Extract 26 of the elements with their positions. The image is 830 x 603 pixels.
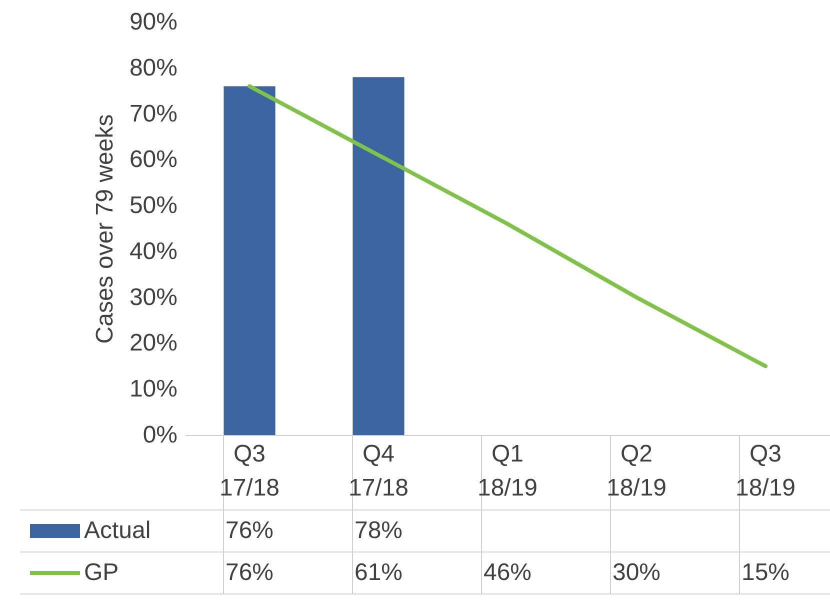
y-tick-label: 30% [129, 284, 178, 311]
y-tick-label: 0% [142, 422, 178, 448]
y-tick-label: 80% [129, 54, 178, 82]
y-tick-label: 50% [129, 192, 178, 220]
y-tick-label: 70% [129, 100, 178, 128]
data-label: 76% [225, 559, 274, 586]
y-tick-label: 60% [129, 146, 178, 174]
y-tick-label: 20% [129, 330, 178, 357]
data-label: 76% [225, 517, 274, 544]
y-axis-title: Cases over 79 weeks [91, 114, 118, 344]
data-label: 30% [612, 559, 661, 586]
legend-label: GP [84, 559, 119, 586]
y-tick-label: 90% [129, 8, 178, 36]
legend-label: Actual [84, 517, 151, 544]
data-label: 61% [354, 559, 403, 586]
x-tick-label: Q1 18/19 [477, 440, 538, 502]
x-tick-label: Q3 17/18 [219, 440, 280, 502]
x-tick-label: Q3 18/19 [735, 440, 796, 502]
line-series [248, 84, 768, 368]
y-tick-label: 40% [129, 238, 178, 265]
data-label: 78% [354, 517, 403, 544]
data-label: 46% [483, 559, 532, 586]
x-tick-label: Q2 18/19 [606, 440, 667, 502]
data-label: 15% [741, 559, 790, 586]
y-tick-label: 10% [129, 376, 178, 403]
x-tick-label: Q4 17/18 [348, 440, 409, 502]
